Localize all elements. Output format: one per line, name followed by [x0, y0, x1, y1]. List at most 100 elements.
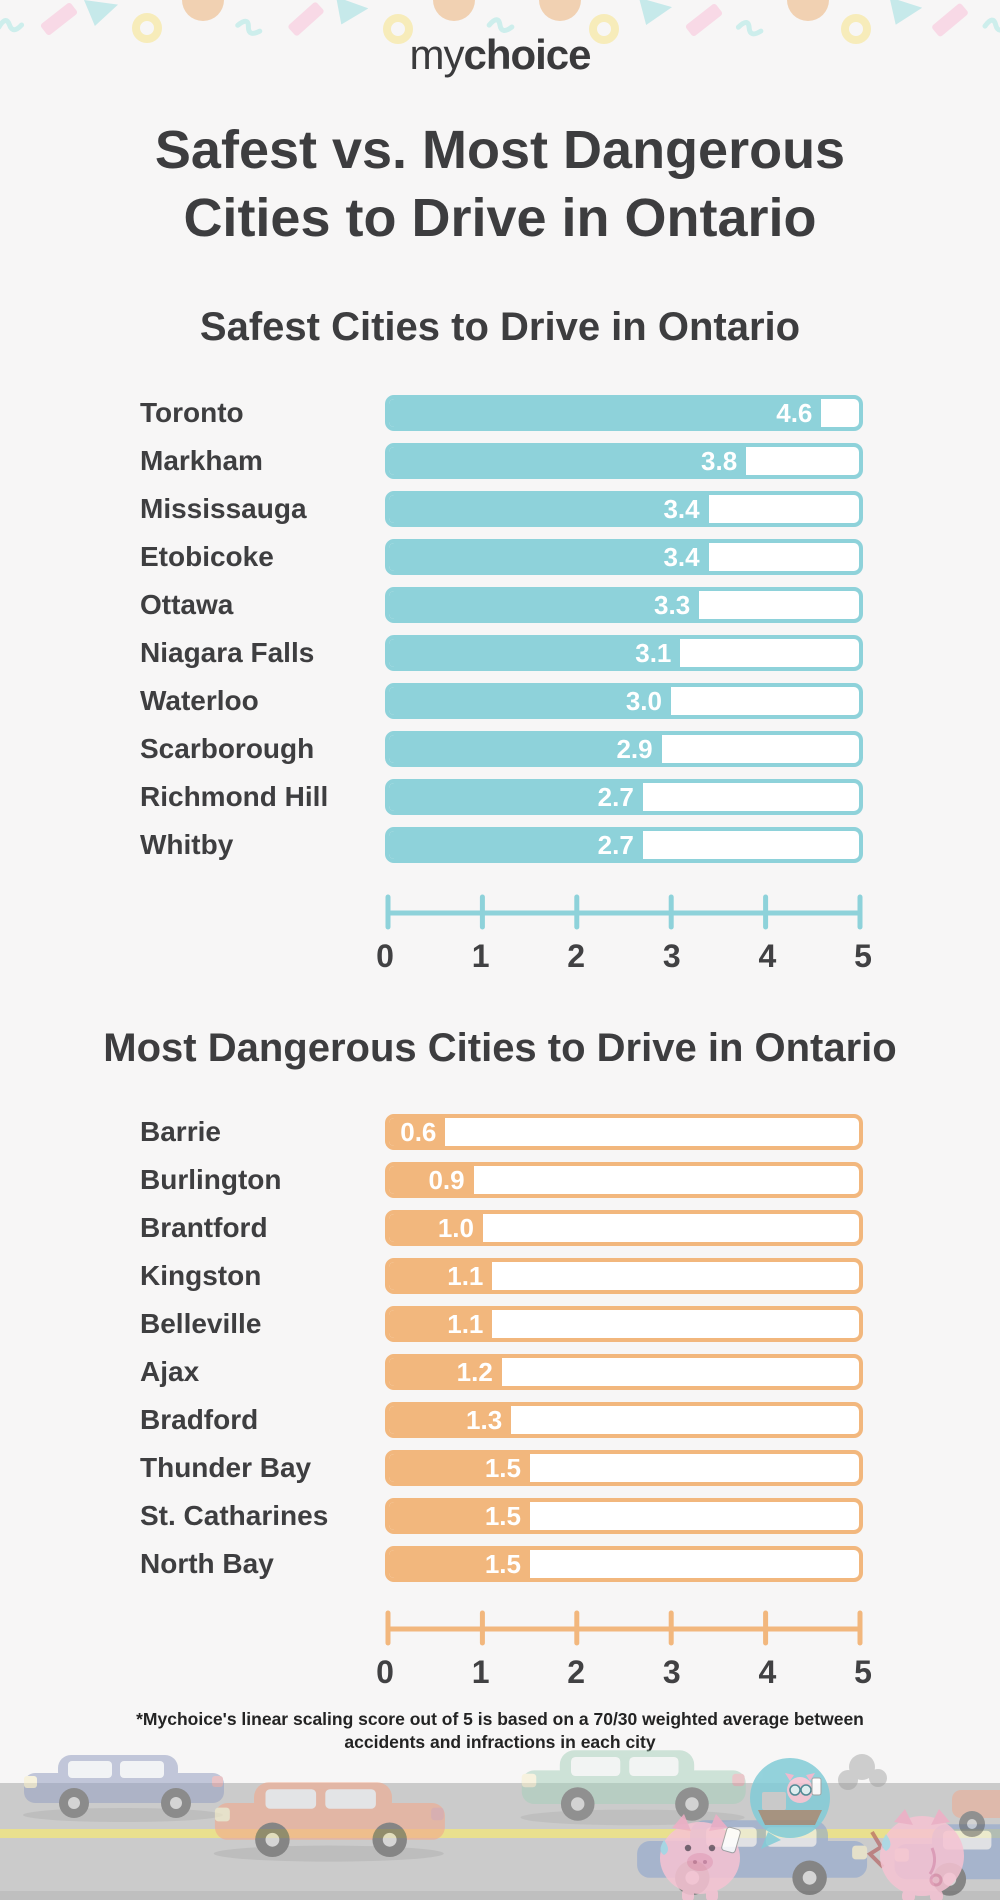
- score-bar-fill: 1.1: [389, 1260, 493, 1291]
- score-value-label: 2.7: [597, 781, 634, 812]
- score-value-label: 1.1: [447, 1260, 484, 1291]
- chart-row: St. Catharines 1.5: [0, 1498, 1000, 1534]
- city-label: Ottawa: [140, 589, 234, 620]
- score-bar-fill: 4.6: [389, 399, 822, 427]
- city-label: Markham: [140, 445, 263, 476]
- safest-chart-axis-labels: 0 1 2 3 4 5: [376, 938, 872, 974]
- score-value-label: 1.5: [484, 1548, 521, 1579]
- axis-tick-label: 0: [376, 938, 394, 974]
- chart-row: Burlington 0.9: [0, 1162, 1000, 1198]
- axis-ruler: [385, 894, 863, 930]
- score-bar: 1.5: [385, 1498, 863, 1534]
- score-value-label: 1.2: [456, 1356, 493, 1387]
- brand-logo-my: my: [409, 31, 464, 78]
- safest-chart-x-axis: [385, 894, 863, 932]
- chart-row: Thunder Bay 1.5: [0, 1450, 1000, 1486]
- chart-row: Brantford 1.0: [0, 1210, 1000, 1246]
- axis-tick-label: 5: [854, 1654, 872, 1690]
- safest-chart-title: Safest Cities to Drive in Ontario: [199, 305, 801, 349]
- score-value-label: 2.9: [616, 733, 653, 764]
- city-label: Burlington: [140, 1164, 282, 1195]
- city-label: Toronto: [140, 397, 244, 428]
- chart-row: Whitby 2.7: [0, 827, 1000, 863]
- confetti-peach-semicircle-icon: [539, 0, 581, 21]
- brand-logo-choice: choice: [463, 31, 591, 78]
- city-label: Scarborough: [140, 733, 315, 764]
- city-label: Kingston: [140, 1260, 262, 1291]
- city-label: Barrie: [140, 1116, 221, 1147]
- footnote-line2: accidents and infractions in each city: [344, 1732, 656, 1752]
- city-label: Bradford: [140, 1404, 259, 1435]
- city-label: Ajax: [140, 1356, 200, 1387]
- score-bar: 1.1: [385, 1258, 863, 1294]
- city-label: North Bay: [140, 1548, 274, 1579]
- score-bar: 3.1: [385, 635, 863, 671]
- axis-tick-label: 4: [758, 938, 777, 974]
- chart-row: Ottawa 3.3: [0, 587, 1000, 623]
- axis-tick-label: 1: [471, 938, 490, 974]
- chart-row: Mississauga 3.4: [0, 491, 1000, 527]
- dangerous-chart-x-axis: [385, 1610, 863, 1648]
- traffic-illustration: [0, 1750, 1000, 1900]
- axis-tick-label: 4: [758, 1654, 777, 1690]
- chart-row: North Bay 1.5: [0, 1546, 1000, 1582]
- city-label: Mississauga: [140, 493, 307, 524]
- score-bar: 2.9: [385, 731, 863, 767]
- axis-tick-label: 2: [567, 938, 586, 974]
- axis-tick-label: 3: [662, 938, 681, 974]
- score-value-label: 3.4: [663, 541, 700, 572]
- city-label: Richmond Hill: [140, 781, 329, 812]
- footnote: *Mychoice's linear scaling score out of …: [0, 1708, 1000, 1754]
- score-bar-fill: 3.0: [389, 687, 671, 715]
- confetti-teal-triangle-icon: [331, 0, 370, 29]
- chart-row: Ajax 1.2: [0, 1354, 1000, 1390]
- score-bar-fill: 2.7: [389, 783, 643, 811]
- score-value-label: 3.0: [625, 685, 662, 716]
- axis-tick-label: 2: [567, 1654, 586, 1690]
- score-bar-fill: 1.5: [389, 1550, 530, 1578]
- confetti-teal-triangle-icon: [885, 0, 923, 29]
- score-bar: 2.7: [385, 827, 863, 863]
- axis-tick-label: 0: [376, 1654, 394, 1690]
- score-value-label: 3.1: [635, 637, 672, 668]
- confetti-peach-semicircle-icon: [433, 0, 475, 21]
- score-bar: 3.3: [385, 587, 863, 623]
- chart-row: Bradford 1.3: [0, 1402, 1000, 1438]
- confetti-teal-triangle-icon: [635, 0, 672, 28]
- score-value-label: 0.9: [428, 1164, 465, 1195]
- score-value-label: 1.0: [437, 1212, 474, 1243]
- score-bar: 3.4: [385, 539, 863, 575]
- score-value-label: 3.3: [654, 589, 691, 620]
- score-value-label: 1.5: [484, 1452, 521, 1483]
- footnote-line1: *Mychoice's linear scaling score out of …: [136, 1709, 864, 1729]
- thought-bubble-pig-laptop-icon: [750, 1758, 830, 1849]
- city-label: Thunder Bay: [140, 1452, 312, 1483]
- score-value-label: 1.1: [447, 1308, 484, 1339]
- chart-row: Barrie 0.6: [0, 1114, 1000, 1150]
- score-bar: 1.0: [385, 1210, 863, 1246]
- city-label: Whitby: [140, 829, 234, 860]
- axis-tick-label: 5: [854, 938, 872, 974]
- score-value-label: 3.8: [701, 445, 738, 476]
- chart-row: Waterloo 3.0: [0, 683, 1000, 719]
- dangerous-chart: Barrie 0.6 Burlington 0.9 Brantford 1.0 Kingst…: [0, 1114, 1000, 1594]
- city-label: Belleville: [140, 1308, 262, 1339]
- score-bar: 1.1: [385, 1306, 863, 1342]
- crash-mark-icon: [866, 1830, 885, 1869]
- yellow-lane-line: [0, 1829, 1000, 1838]
- city-label: Etobicoke: [140, 541, 274, 572]
- confetti-peach-semicircle-icon: [182, 0, 224, 21]
- chart-row: Etobicoke 3.4: [0, 539, 1000, 575]
- page-title: Safest vs. Most Dangerous Cities to Driv…: [0, 116, 1000, 252]
- dangerous-chart-axis-labels: 0 1 2 3 4 5: [376, 1654, 872, 1690]
- score-bar-fill: 3.1: [389, 637, 681, 668]
- score-bar-fill: 3.8: [389, 445, 747, 476]
- blue-car-icon: [23, 1755, 224, 1822]
- score-bar: 1.5: [385, 1546, 863, 1582]
- page-title-line2: Cities to Drive in Ontario: [183, 188, 817, 248]
- score-bar-fill: 0.9: [389, 1166, 474, 1194]
- score-bar-fill: 2.7: [389, 831, 643, 859]
- score-bar: 1.3: [385, 1402, 863, 1438]
- page-title-line1: Safest vs. Most Dangerous: [154, 120, 846, 180]
- score-bar: 2.7: [385, 779, 863, 815]
